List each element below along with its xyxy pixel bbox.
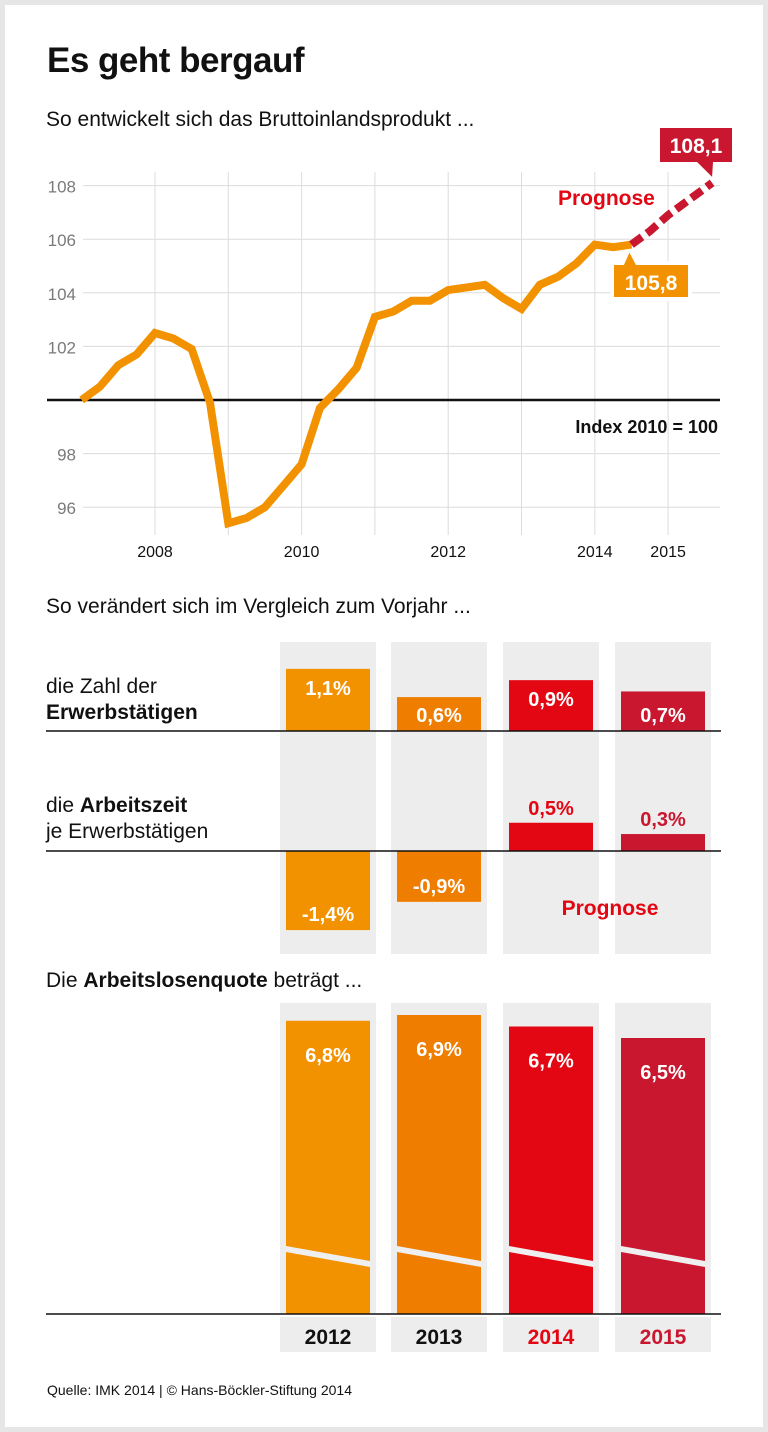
axis-break-mark [286,1246,370,1267]
bar-employed-2015 [621,691,705,731]
row-label-hours: die Arbeitszeit je Erwerbstätigen [46,793,208,845]
bar-hours-2012 [286,851,370,931]
row-label-hours-line2: je Erwerbstätigen [46,820,209,843]
x-tick-label: 2010 [284,544,320,561]
gdp-subtitle: So entwickelt sich das Bruttoinlandsprod… [46,108,475,131]
bar-employed-2014 [509,680,593,731]
prognose-bar-label: Prognose [562,897,659,920]
bar-hours-2013 [397,851,481,902]
infographic-card: Es geht bergauf So entwickelt sich das B… [5,5,763,1427]
bar-employed-label: 1,1% [305,678,351,700]
y-tick-label: 98 [57,446,76,465]
y-tick-label: 104 [48,285,76,304]
bar-charts: 1,1% 0,6% 0,9% 0,7% -1,4% -0,9% 0,5% 0,3% Progno… [46,642,721,1352]
year-label-box [280,1317,376,1352]
index-label: Index 2010 = 100 [575,417,718,437]
axis-break-mark [397,1246,481,1267]
year-label-box [615,1317,711,1352]
bar-rate-2014 [509,1026,593,1314]
year-label-box [391,1317,487,1352]
bar-rate-2012 [286,1020,370,1314]
callout-forecast-pointer [696,161,714,177]
bar-rate-label: 6,8% [305,1045,351,1067]
year-label-box [503,1317,599,1352]
year-label-2015: 2015 [640,1326,687,1349]
unemployment-subtitle-post: beträgt ... [267,969,363,992]
bar-hours-label: 0,3% [640,809,686,831]
year-label-2013: 2013 [416,1326,463,1349]
callout-forecast-value: 108,1 [656,124,736,181]
x-tick-label: 2008 [137,544,173,561]
forecast-series-line [629,179,715,248]
year-label-2012: 2012 [305,1326,352,1349]
column-background-2013 [391,642,487,954]
y-tick-label: 96 [57,499,76,518]
bar-rate-2015 [621,1038,705,1314]
axis-break-mark [621,1246,705,1267]
y-tick-label: 108 [48,178,76,197]
bar-employed-label: 0,6% [416,705,462,727]
axis-break-mark [509,1246,593,1267]
x-tick-label: 2012 [430,544,466,561]
bar-rate-label: 6,5% [640,1062,686,1084]
row-label-employed: die Zahl der Erwerbstätigen [46,674,198,726]
bar-rate-label: 6,7% [528,1051,574,1073]
bar-employed-label: 0,9% [528,689,574,711]
bar-rate-label: 6,9% [416,1039,462,1061]
bar-employed-2012 [286,668,370,731]
gdp-series-line [79,240,633,529]
row-label-employed-line2: Erwerbstätigen [46,701,198,724]
unemployment-subtitle-bold: Arbeitslosenquote [83,969,268,992]
unemployment-subtitle: Die Arbeitslosenquote beträgt ... [46,969,362,993]
source-credit: Quelle: IMK 2014 | © Hans-Böckler-Stiftu… [47,1382,352,1398]
callout-last-value-text: 105,8 [625,272,678,295]
change-subtitle: So verändert sich im Vergleich zum Vorja… [46,595,471,618]
callout-forecast-text: 108,1 [670,135,723,158]
bar-hours-2015 [621,834,705,851]
row-label-employed-line1: die Zahl der [46,675,157,698]
prognose-label: Prognose [558,187,655,210]
bar-hours-label: -1,4% [302,904,354,926]
bar-employed-2013 [397,697,481,731]
bar-hours-label: 0,5% [528,798,574,820]
bar-hours-label: -0,9% [413,876,465,898]
bar-hours-2014 [509,822,593,851]
row-label-hours-bold: Arbeitszeit [79,794,188,817]
row-label-hours-pre: die [46,794,80,817]
gdp-line-chart: 96 98 102 104 106 108 2008 2010 2012 2014 2015 Inde… [47,124,736,561]
callout-forecast-box [660,128,732,162]
y-tick-label: 106 [48,231,76,250]
x-tick-label: 2015 [650,544,686,561]
callout-last-value-pointer [623,252,637,266]
bar-employed-label: 0,7% [640,705,686,727]
y-tick-label: 102 [48,338,76,357]
unemployment-subtitle-pre: Die [46,969,84,992]
x-tick-label: 2014 [577,544,613,561]
year-label-2014: 2014 [528,1326,575,1349]
callout-last-value-box [614,265,688,297]
page-title: Es geht bergauf [47,41,304,80]
callout-last-value: 105,8 [610,248,692,301]
